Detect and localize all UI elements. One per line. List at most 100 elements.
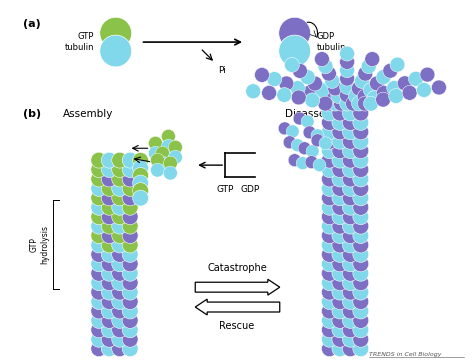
Text: GDP: GDP (240, 185, 260, 194)
Circle shape (342, 246, 358, 262)
Circle shape (402, 85, 417, 100)
Text: GTP
tubulin: GTP tubulin (64, 32, 94, 52)
Circle shape (148, 146, 163, 160)
Circle shape (332, 171, 348, 187)
Circle shape (332, 303, 348, 319)
Circle shape (321, 303, 337, 319)
Circle shape (332, 284, 348, 300)
Circle shape (91, 246, 107, 262)
Circle shape (279, 17, 310, 49)
Circle shape (321, 209, 337, 225)
Circle shape (279, 35, 310, 67)
Circle shape (91, 341, 107, 357)
Circle shape (298, 142, 311, 155)
Circle shape (255, 67, 269, 82)
Circle shape (328, 96, 343, 111)
Circle shape (353, 115, 369, 130)
Circle shape (112, 190, 128, 206)
Circle shape (389, 88, 403, 103)
Circle shape (332, 181, 348, 197)
Circle shape (340, 63, 355, 78)
Circle shape (318, 59, 333, 74)
Circle shape (334, 96, 348, 111)
Circle shape (340, 96, 355, 111)
Circle shape (91, 199, 107, 215)
Circle shape (112, 256, 128, 272)
Circle shape (315, 83, 329, 98)
Circle shape (101, 246, 117, 262)
Circle shape (133, 175, 148, 191)
Circle shape (353, 228, 369, 244)
Circle shape (332, 237, 348, 253)
Circle shape (164, 166, 177, 180)
Circle shape (342, 115, 358, 130)
Circle shape (342, 275, 358, 291)
Text: GTP
hydrolysis: GTP hydrolysis (29, 225, 49, 264)
Circle shape (112, 171, 128, 187)
Circle shape (311, 134, 324, 147)
Circle shape (342, 124, 358, 140)
Circle shape (352, 96, 366, 111)
Circle shape (112, 152, 128, 168)
Circle shape (321, 181, 337, 197)
Circle shape (342, 284, 358, 300)
Text: Pi: Pi (218, 66, 226, 75)
Circle shape (314, 52, 329, 67)
Circle shape (301, 86, 316, 100)
Circle shape (342, 237, 358, 253)
Circle shape (296, 157, 309, 170)
Circle shape (112, 199, 128, 215)
Circle shape (353, 209, 369, 225)
Circle shape (122, 181, 138, 197)
Circle shape (342, 181, 358, 197)
Circle shape (342, 322, 358, 338)
Circle shape (91, 303, 107, 319)
Circle shape (305, 93, 320, 108)
Circle shape (122, 341, 138, 357)
Circle shape (112, 209, 128, 225)
Circle shape (321, 152, 337, 168)
Circle shape (340, 46, 355, 61)
Circle shape (122, 171, 138, 187)
Circle shape (112, 265, 128, 281)
Circle shape (91, 228, 107, 244)
Circle shape (101, 181, 117, 197)
Circle shape (353, 246, 369, 262)
Circle shape (346, 96, 361, 111)
Circle shape (101, 341, 117, 357)
Circle shape (376, 86, 392, 100)
Circle shape (342, 171, 358, 187)
Circle shape (101, 171, 117, 187)
Circle shape (100, 35, 132, 67)
Circle shape (363, 83, 378, 98)
Circle shape (91, 162, 107, 178)
Circle shape (328, 81, 343, 96)
Circle shape (122, 190, 138, 206)
Circle shape (284, 58, 300, 72)
Circle shape (308, 76, 322, 91)
Text: TRENDS in Cell Biology: TRENDS in Cell Biology (369, 352, 442, 357)
Circle shape (321, 105, 337, 121)
Circle shape (353, 152, 369, 168)
Circle shape (342, 218, 358, 234)
Circle shape (355, 74, 370, 88)
Circle shape (267, 72, 282, 87)
Circle shape (122, 152, 138, 168)
Circle shape (168, 140, 182, 154)
Circle shape (353, 124, 369, 140)
Circle shape (293, 112, 306, 125)
Circle shape (122, 218, 138, 234)
Circle shape (353, 199, 369, 215)
Circle shape (353, 162, 369, 178)
Circle shape (101, 162, 117, 178)
Circle shape (397, 76, 412, 91)
Circle shape (340, 79, 355, 94)
Circle shape (321, 265, 337, 281)
Circle shape (101, 313, 117, 328)
Circle shape (122, 199, 138, 215)
Circle shape (332, 199, 348, 215)
Circle shape (101, 284, 117, 300)
Circle shape (332, 152, 348, 168)
Circle shape (361, 59, 376, 74)
Circle shape (91, 152, 107, 168)
